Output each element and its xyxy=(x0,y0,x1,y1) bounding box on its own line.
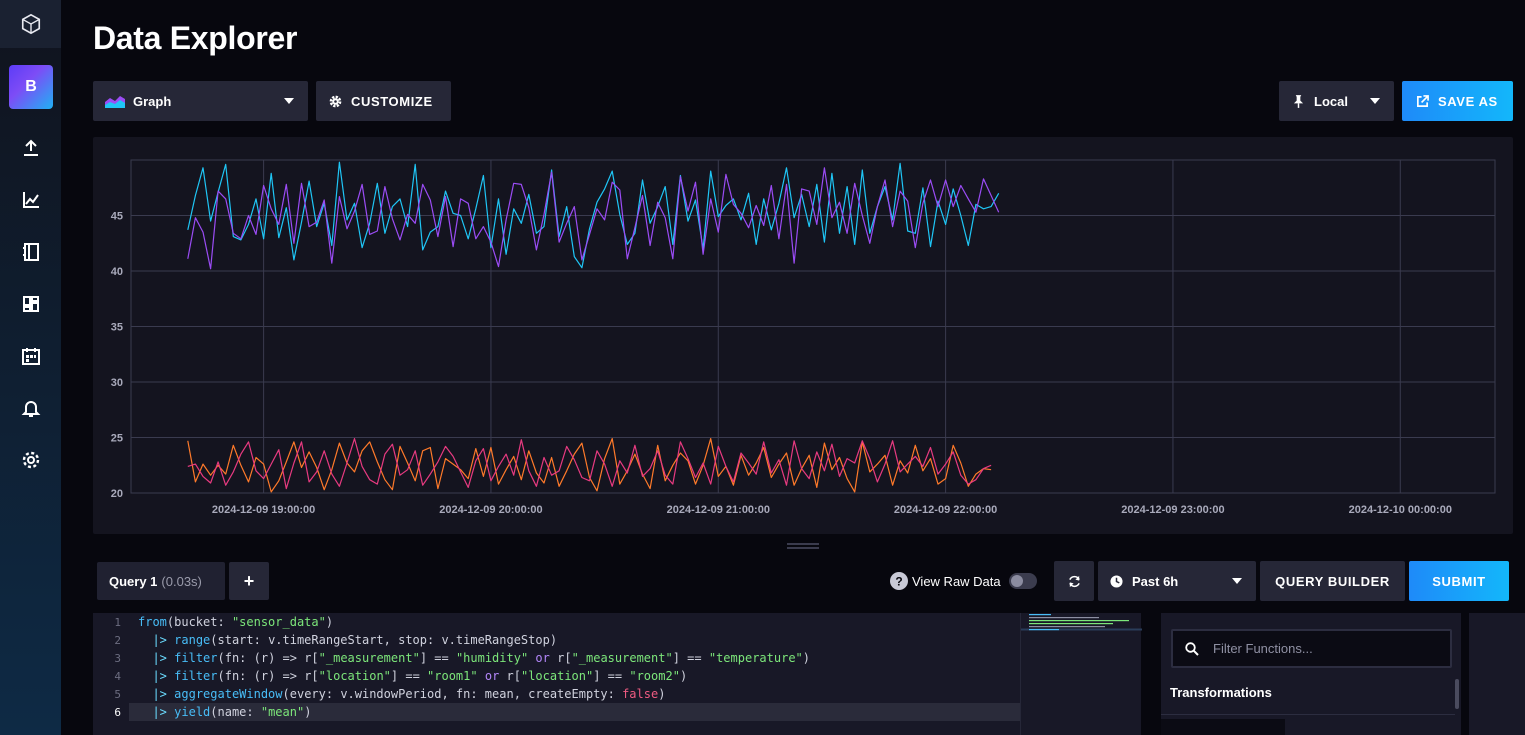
x-tick-label: 2024-12-09 20:00:00 xyxy=(439,504,542,516)
y-tick-label: 30 xyxy=(111,377,123,389)
caret-down-icon xyxy=(1370,98,1380,104)
graph-icon[interactable] xyxy=(18,187,44,213)
export-icon xyxy=(1417,94,1429,107)
notebook-icon[interactable] xyxy=(18,239,44,265)
function-item[interactable] xyxy=(1161,719,1285,735)
y-tick-label: 25 xyxy=(111,433,123,445)
timezone-dropdown[interactable]: Local xyxy=(1279,81,1394,121)
org-avatar-button[interactable]: B xyxy=(9,65,53,109)
save-as-button[interactable]: SAVE AS xyxy=(1402,81,1513,121)
series-line-1[interactable] xyxy=(187,161,1000,269)
timezone-label: Local xyxy=(1314,93,1348,109)
query-duration: (0.03s) xyxy=(161,573,202,589)
series-line-2[interactable] xyxy=(187,167,1000,270)
logo[interactable] xyxy=(0,0,61,48)
y-tick-label: 35 xyxy=(111,322,123,334)
view-raw-data-label: View Raw Data xyxy=(912,574,1001,589)
query-tab[interactable]: Query 1 (0.03s) xyxy=(97,562,225,600)
filter-functions-input[interactable]: Filter Functions... xyxy=(1171,629,1452,668)
series-line-4[interactable] xyxy=(187,438,992,490)
time-range-dropdown[interactable]: Past 6h xyxy=(1098,561,1256,601)
x-tick-label: 2024-12-09 23:00:00 xyxy=(1121,504,1224,516)
x-tick-label: 2024-12-09 22:00:00 xyxy=(894,504,997,516)
y-tick-label: 20 xyxy=(111,488,123,500)
transformations-heading: Transformations xyxy=(1170,685,1272,700)
cube-logo-icon xyxy=(21,13,40,35)
code-line[interactable]: |> aggregateWindow(every: v.windowPeriod… xyxy=(152,687,666,701)
line-chart[interactable]: 20 25 30 35 40 45 2024-12-09 19:00:00 2024-12-0… xyxy=(93,137,1513,534)
settings-icon[interactable] xyxy=(18,447,44,473)
code-line[interactable]: |> filter(fn: (r) => r["_measurement"] =… xyxy=(152,651,810,665)
add-query-label: + xyxy=(243,570,255,591)
y-tick-label: 40 xyxy=(111,266,123,278)
series-line-3[interactable] xyxy=(187,438,992,493)
upload-icon[interactable] xyxy=(18,135,44,161)
x-tick-label: 2024-12-09 19:00:00 xyxy=(212,504,315,516)
search-icon xyxy=(1185,641,1199,656)
query-builder-button[interactable]: QUERY BUILDER xyxy=(1260,561,1405,601)
filter-functions-placeholder: Filter Functions... xyxy=(1213,641,1313,656)
query-builder-label: QUERY BUILDER xyxy=(1275,573,1390,589)
refresh-button[interactable] xyxy=(1054,561,1094,601)
pin-icon xyxy=(1293,94,1304,108)
line-number: 2 xyxy=(114,634,121,647)
code-line[interactable]: from(bucket: "sensor_data") xyxy=(138,615,334,629)
view-type-label: Graph xyxy=(133,93,172,109)
functions-scrollbar[interactable] xyxy=(1455,679,1459,709)
refresh-icon xyxy=(1068,575,1080,587)
time-range-label: Past 6h xyxy=(1132,573,1179,589)
divider xyxy=(1161,714,1455,715)
functions-panel: Filter Functions... Transformations xyxy=(1161,613,1461,735)
customize-label: CUSTOMIZE xyxy=(351,93,433,109)
code-minimap[interactable] xyxy=(1020,613,1142,735)
org-initial: B xyxy=(25,78,37,95)
code-line[interactable]: |> yield(name: "mean") xyxy=(152,705,312,719)
sidebar: B xyxy=(0,0,61,735)
add-query-button[interactable]: + xyxy=(229,562,269,600)
clock-icon xyxy=(1110,574,1123,588)
page-title: Data Explorer xyxy=(93,20,298,56)
line-gutter: 1 2 3 4 5 6 xyxy=(93,613,129,735)
svg-text:?: ? xyxy=(895,575,902,589)
customize-button[interactable]: CUSTOMIZE xyxy=(316,81,451,121)
functions-side-tab[interactable] xyxy=(1469,613,1525,735)
caret-down-icon xyxy=(1232,578,1242,584)
save-as-label: SAVE AS xyxy=(1438,93,1498,109)
line-number: 6 xyxy=(114,706,121,719)
view-type-dropdown[interactable]: Graph xyxy=(93,81,308,121)
graph-type-icon xyxy=(105,96,125,108)
code-line[interactable]: |> range(start: v.timeRangeStart, stop: … xyxy=(152,633,558,647)
view-raw-data-toggle[interactable] xyxy=(1009,573,1037,589)
tasks-icon[interactable] xyxy=(18,343,44,369)
dashboards-icon[interactable] xyxy=(18,291,44,317)
resize-handle[interactable] xyxy=(787,543,819,549)
x-tick-label: 2024-12-09 21:00:00 xyxy=(667,504,770,516)
submit-label: SUBMIT xyxy=(1432,573,1486,589)
line-number: 3 xyxy=(114,652,121,665)
query-tab-label: Query 1 xyxy=(109,573,158,589)
current-line-highlight xyxy=(129,703,1020,721)
alerts-icon[interactable] xyxy=(18,395,44,421)
code-line[interactable]: |> filter(fn: (r) => r["location"] == "r… xyxy=(152,669,688,683)
line-number: 1 xyxy=(114,616,121,629)
y-tick-label: 45 xyxy=(111,211,123,223)
help-icon[interactable]: ? xyxy=(890,572,908,590)
gear-icon xyxy=(329,95,342,107)
x-tick-label: 2024-12-10 00:00:00 xyxy=(1349,504,1452,516)
submit-button[interactable]: SUBMIT xyxy=(1409,561,1509,601)
line-number: 5 xyxy=(114,688,121,701)
minimap-preview xyxy=(1021,614,1142,631)
graph-panel: 20 25 30 35 40 45 2024-12-09 19:00:00 2024-12-0… xyxy=(93,137,1513,534)
line-number: 4 xyxy=(114,670,121,683)
caret-down-icon xyxy=(284,98,294,104)
